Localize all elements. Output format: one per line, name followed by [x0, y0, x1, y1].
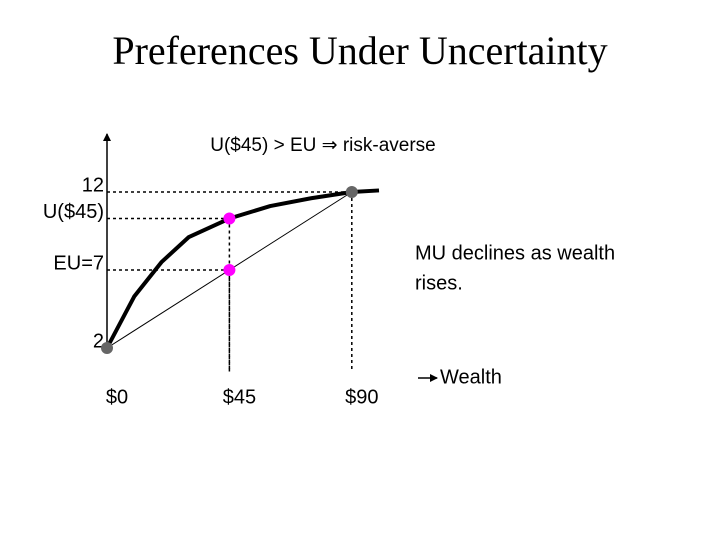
- y-tick-label: 12: [82, 174, 104, 196]
- point: [345, 186, 358, 198]
- x-tick-label: $0: [106, 386, 128, 408]
- chart-subtitle: U($45) > EU ⇒ risk-averse: [210, 135, 436, 156]
- y-tick-label: U($45): [43, 201, 104, 223]
- x-tick-label: $90: [345, 386, 378, 408]
- x-tick-label: $45: [223, 386, 256, 408]
- y-tick-label: 2: [93, 330, 104, 352]
- annotation: MU declines as wealth: [415, 242, 615, 264]
- point: [223, 212, 236, 225]
- point: [223, 264, 236, 276]
- y-tick-label: EU=7: [53, 252, 104, 274]
- point: [101, 342, 113, 354]
- annotation: rises.: [415, 272, 463, 294]
- x-axis-label: Wealth: [440, 366, 502, 388]
- utility-curve: [105, 188, 380, 349]
- chart-title: Preferences Under Uncertainty: [112, 28, 607, 73]
